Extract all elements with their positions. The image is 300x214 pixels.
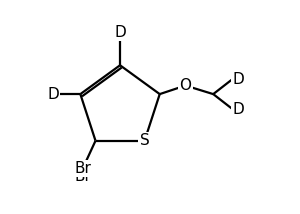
Text: D: D <box>114 25 126 40</box>
Text: Br: Br <box>74 169 91 184</box>
Text: D: D <box>232 102 244 117</box>
Text: Br: Br <box>74 161 91 176</box>
Text: S: S <box>140 133 149 148</box>
Text: D: D <box>232 72 244 87</box>
Text: O: O <box>179 78 191 93</box>
Text: O: O <box>179 78 191 93</box>
Text: D: D <box>47 87 59 102</box>
